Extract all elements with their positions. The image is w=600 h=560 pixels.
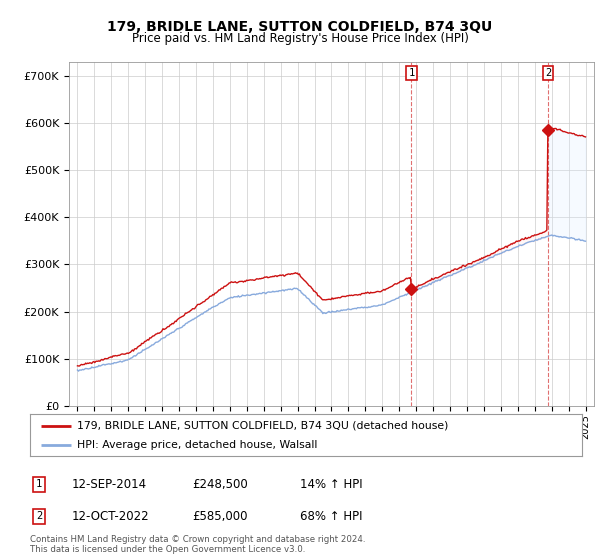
Text: 14% ↑ HPI: 14% ↑ HPI bbox=[300, 478, 362, 491]
Text: 68% ↑ HPI: 68% ↑ HPI bbox=[300, 510, 362, 523]
Text: 179, BRIDLE LANE, SUTTON COLDFIELD, B74 3QU (detached house): 179, BRIDLE LANE, SUTTON COLDFIELD, B74 … bbox=[77, 421, 448, 431]
Text: Price paid vs. HM Land Registry's House Price Index (HPI): Price paid vs. HM Land Registry's House … bbox=[131, 32, 469, 45]
Text: 12-OCT-2022: 12-OCT-2022 bbox=[72, 510, 149, 523]
Text: £248,500: £248,500 bbox=[192, 478, 248, 491]
Text: This data is licensed under the Open Government Licence v3.0.: This data is licensed under the Open Gov… bbox=[30, 545, 305, 554]
Text: 2: 2 bbox=[36, 511, 42, 521]
Text: 1: 1 bbox=[36, 479, 42, 489]
Text: 2: 2 bbox=[545, 68, 551, 78]
Text: 179, BRIDLE LANE, SUTTON COLDFIELD, B74 3QU: 179, BRIDLE LANE, SUTTON COLDFIELD, B74 … bbox=[107, 20, 493, 34]
Text: HPI: Average price, detached house, Walsall: HPI: Average price, detached house, Wals… bbox=[77, 440, 317, 450]
Text: Contains HM Land Registry data © Crown copyright and database right 2024.: Contains HM Land Registry data © Crown c… bbox=[30, 535, 365, 544]
Text: £585,000: £585,000 bbox=[192, 510, 248, 523]
Text: 1: 1 bbox=[409, 68, 415, 78]
Text: 12-SEP-2014: 12-SEP-2014 bbox=[72, 478, 147, 491]
